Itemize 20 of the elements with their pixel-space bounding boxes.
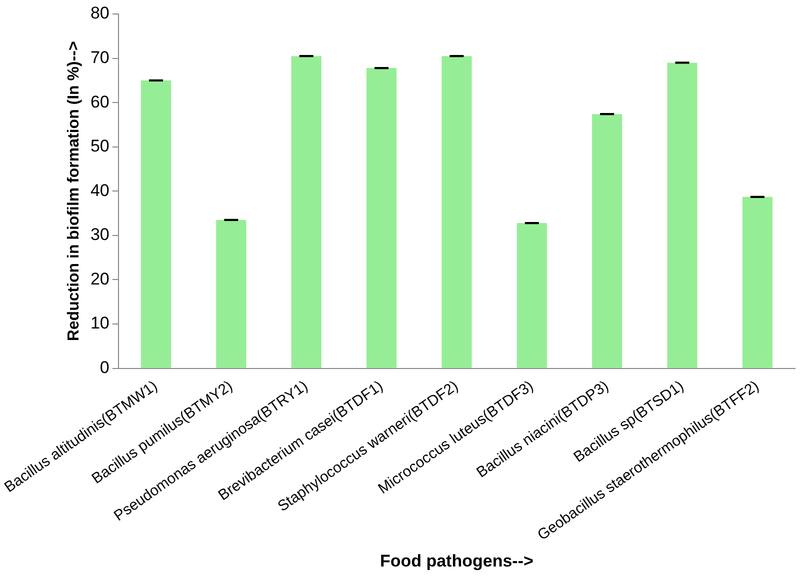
bar: [516, 223, 547, 368]
bar: [742, 196, 772, 368]
bar: [442, 56, 472, 368]
y-axis-title: Reduction in biofilm formation (In %)-->: [65, 41, 82, 342]
bar: [667, 62, 698, 368]
y-tick-label: 0: [100, 358, 110, 378]
bar: [366, 68, 397, 368]
y-tick-label: 20: [90, 269, 110, 288]
y-tick-label: 40: [90, 180, 110, 200]
y-tick-label: 60: [90, 92, 110, 112]
bar: [291, 56, 322, 368]
bar: [140, 80, 172, 368]
y-tick-label: 70: [90, 48, 110, 67]
bar: [216, 220, 246, 368]
y-tick-label: 80: [90, 4, 110, 23]
y-tick-label: 50: [90, 136, 110, 156]
bar: [592, 114, 622, 368]
x-axis-title: Food pathogens-->: [380, 551, 534, 570]
y-tick-label: 10: [90, 314, 110, 333]
y-tick-label: 30: [90, 225, 110, 244]
